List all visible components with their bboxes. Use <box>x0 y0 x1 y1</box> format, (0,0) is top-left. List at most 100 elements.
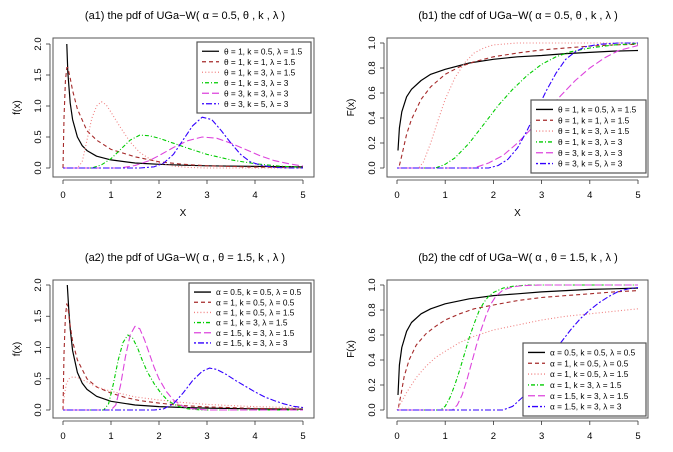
x-tick-label: 5 <box>635 190 640 201</box>
legend-label-6: α = 1.5, k = 3, λ = 3 <box>550 402 622 412</box>
legend-box <box>196 41 312 114</box>
y-tick-label: 0.8 <box>367 303 378 316</box>
x-tick-label: 0 <box>60 190 65 201</box>
legend-label-2: α = 1, k = 0.5, λ = 0.5 <box>550 358 629 368</box>
y-axis-label: f(x) <box>12 100 23 114</box>
y-tick-label: 0.2 <box>367 378 378 391</box>
series-line-6 <box>397 286 639 411</box>
panel-b1: (b1) the cdf of UGa−W( α = 0.5, θ , k , … <box>346 10 649 219</box>
plot-frame <box>52 279 315 419</box>
series-line-4 <box>397 43 639 169</box>
y-tick-label: 1.5 <box>33 310 44 323</box>
series-line-6 <box>397 42 638 169</box>
y-tick-label: 1.0 <box>33 99 44 112</box>
legend-label-3: α = 1, k = 0.5, λ = 1.5 <box>216 307 295 317</box>
x-tick-label: 1 <box>108 431 113 442</box>
series-line-3 <box>62 376 304 411</box>
legend-label-6: θ = 3, k = 5, λ = 3 <box>224 99 289 109</box>
y-tick-label: 2.0 <box>33 278 44 291</box>
x-tick-label: 4 <box>587 431 592 442</box>
y-tick-label: 0.0 <box>33 403 44 416</box>
y-tick-label: 1.0 <box>367 36 378 49</box>
y-axis-label: f(x) <box>12 342 23 356</box>
y-tick-label: 0.4 <box>367 353 378 366</box>
y-tick-label: 0.0 <box>367 403 378 416</box>
series-line-1 <box>397 49 639 151</box>
legend-label-5: θ = 3, k = 3, λ = 3 <box>558 148 623 158</box>
x-tick-label: 3 <box>539 190 544 201</box>
x-tick-label: 4 <box>252 431 257 442</box>
legend-label-1: θ = 1, k = 0.5, λ = 1.5 <box>224 46 303 56</box>
legend-label-5: α = 1.5, k = 3, λ = 1.5 <box>550 391 629 401</box>
legend-box <box>530 99 647 174</box>
series-line-2 <box>398 43 639 166</box>
legend: α = 0.5, k = 0.5, λ = 0.5α = 1, k = 0.5,… <box>188 282 312 353</box>
legend-box <box>522 342 647 417</box>
chart-title: (a2) the pdf of UGa−W( α , θ = 1.5, k , … <box>85 252 285 264</box>
chart-title: (a1) the pdf of UGa−W( α = 0.5, θ , k , … <box>85 10 285 22</box>
y-tick-label: 1.5 <box>33 68 44 81</box>
y-axis-label: F(x) <box>346 99 357 117</box>
legend-label-3: θ = 1, k = 3, λ = 1.5 <box>224 67 296 77</box>
x-tick-label: 5 <box>635 431 640 442</box>
x-tick-label: 1 <box>108 190 113 201</box>
series-line-1 <box>66 284 304 410</box>
series-line-3 <box>397 42 638 169</box>
series-group <box>62 284 304 411</box>
plot-frame <box>386 37 649 178</box>
x-tick-label: 4 <box>252 190 257 201</box>
legend-label-6: α = 1.5, k = 3, λ = 3 <box>216 338 288 348</box>
series-line-1 <box>397 287 639 396</box>
series-line-4 <box>63 334 303 411</box>
y-tick-label: 0.2 <box>367 136 378 149</box>
y-tick-label: 1.0 <box>33 341 44 354</box>
legend-label-4: α = 1, k = 3, λ = 1.5 <box>550 380 622 390</box>
legend-label-1: α = 0.5, k = 0.5, λ = 0.5 <box>216 287 302 297</box>
legend-label-3: θ = 1, k = 3, λ = 1.5 <box>558 126 630 136</box>
x-tick-label: 5 <box>300 431 305 442</box>
series-group <box>62 43 304 169</box>
legend-label-2: θ = 1, k = 1, λ = 1.5 <box>558 115 630 125</box>
x-tick-label: 2 <box>156 431 161 442</box>
series-line-4 <box>397 284 638 411</box>
x-tick-label: 0 <box>394 431 399 442</box>
series-line-5 <box>63 325 303 411</box>
plot-frame <box>52 37 315 178</box>
legend-label-1: θ = 1, k = 0.5, λ = 1.5 <box>558 104 637 114</box>
panel-a1: (a1) the pdf of UGa−W( α = 0.5, θ , k , … <box>12 10 315 219</box>
legend-label-4: θ = 1, k = 3, λ = 3 <box>558 137 623 147</box>
chart-title: (b2) the cdf of UGa−W( α , θ = 1.5, k , … <box>418 252 618 264</box>
legend-label-5: θ = 3, k = 3, λ = 3 <box>224 88 289 98</box>
series-line-5 <box>63 136 304 169</box>
y-tick-label: 0.6 <box>367 86 378 99</box>
series-line-3 <box>396 308 639 411</box>
legend-label-1: α = 0.5, k = 0.5, λ = 0.5 <box>550 347 636 357</box>
series-line-2 <box>397 290 639 408</box>
legend: α = 0.5, k = 0.5, λ = 0.5α = 1, k = 0.5,… <box>522 342 647 417</box>
legend-label-4: θ = 1, k = 3, λ = 3 <box>224 78 289 88</box>
legend-label-2: θ = 1, k = 1, λ = 1.5 <box>224 57 296 67</box>
x-axis-label: X <box>180 208 187 219</box>
y-tick-label: 0.6 <box>367 328 378 341</box>
x-tick-label: 5 <box>300 190 305 201</box>
y-tick-label: 2.0 <box>33 37 44 50</box>
x-tick-label: 2 <box>491 431 496 442</box>
x-tick-label: 1 <box>443 190 448 201</box>
series-line-2 <box>62 303 304 411</box>
x-axis-label: X <box>514 208 521 219</box>
series-line-4 <box>63 134 304 169</box>
y-tick-label: 0.4 <box>367 111 378 124</box>
legend-label-2: α = 1, k = 0.5, λ = 0.5 <box>216 297 295 307</box>
legend: θ = 1, k = 0.5, λ = 1.5θ = 1, k = 1, λ =… <box>530 99 647 174</box>
x-tick-label: 1 <box>443 431 448 442</box>
series-line-6 <box>63 367 304 411</box>
y-tick-label: 0.5 <box>33 130 44 143</box>
y-tick-label: 1.0 <box>367 278 378 291</box>
legend-label-3: α = 1, k = 0.5, λ = 1.5 <box>550 369 629 379</box>
legend: θ = 1, k = 0.5, λ = 1.5θ = 1, k = 1, λ =… <box>196 41 312 114</box>
y-axis-label: F(x) <box>346 340 357 358</box>
plot-frame <box>386 279 649 419</box>
y-tick-label: 0.0 <box>367 161 378 174</box>
x-tick-label: 4 <box>587 190 592 201</box>
